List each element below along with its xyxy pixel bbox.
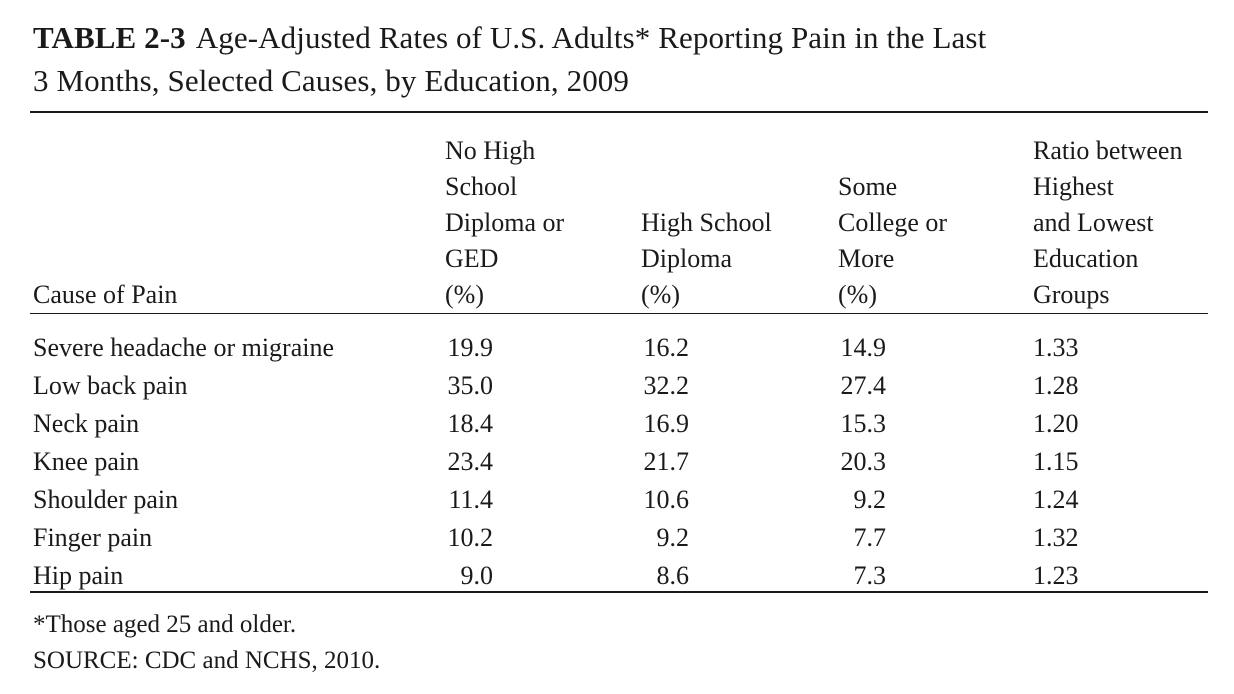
- cell-cause: Finger pain: [33, 523, 153, 552]
- cell-cause: Low back pain: [33, 371, 188, 400]
- cell-cause: Shoulder pain: [33, 485, 179, 514]
- cell-some-college: 14.9: [840, 333, 887, 362]
- header-rule: [30, 313, 1208, 314]
- cell-some-college: 7.3: [853, 561, 887, 590]
- header-cause: Cause of Pain: [33, 280, 178, 309]
- top-rule: [30, 111, 1208, 113]
- cell-no-high-school: 9.0: [460, 561, 494, 590]
- table-number: TABLE 2-3: [33, 20, 186, 55]
- cell-some-college: 20.3: [840, 447, 887, 476]
- table-row: Finger pain 10.2 9.2 7.7 1.32: [33, 519, 1208, 557]
- cell-ratio: 1.28: [1033, 371, 1079, 400]
- header-row: Cause of Pain No High School Diploma or …: [33, 112, 1208, 323]
- table-row: Hip pain 9.0 8.6 7.3 1.23: [33, 557, 1208, 595]
- cell-some-college: 27.4: [840, 371, 887, 400]
- table-caption: TABLE 2-3 Age-Adjusted Rates of U.S. Adul…: [33, 16, 1213, 102]
- table-row: Knee pain 23.4 21.7 20.3 1.15: [33, 443, 1208, 481]
- cell-cause: Hip pain: [33, 561, 124, 590]
- cell-no-high-school: 23.4: [447, 447, 494, 476]
- cell-high-school: 32.2: [643, 371, 690, 400]
- cell-ratio: 1.24: [1033, 485, 1079, 514]
- cell-ratio: 1.15: [1033, 447, 1079, 476]
- bottom-rule: [30, 591, 1208, 593]
- cell-ratio: 1.33: [1033, 333, 1079, 362]
- cell-some-college: 15.3: [840, 409, 887, 438]
- cell-high-school: 8.6: [656, 561, 690, 590]
- table-row: Shoulder pain 11.4 10.6 9.2 1.24: [33, 481, 1208, 519]
- table-row: Severe headache or migraine 19.9 16.2 14…: [33, 323, 1208, 367]
- cell-cause: Neck pain: [33, 409, 140, 438]
- cell-no-high-school: 19.9: [447, 333, 494, 362]
- header-some-college: Some College or More (%): [838, 172, 948, 309]
- table-notes: *Those aged 25 and older. SOURCE: CDC an…: [33, 607, 380, 679]
- cell-no-high-school: 11.4: [448, 485, 493, 514]
- cell-high-school: 9.2: [656, 523, 690, 552]
- cell-cause: Knee pain: [33, 447, 140, 476]
- cell-high-school: 16.9: [643, 409, 690, 438]
- cell-no-high-school: 10.2: [447, 523, 494, 552]
- cell-high-school: 16.2: [643, 333, 690, 362]
- cell-high-school: 21.7: [643, 447, 690, 476]
- header-ratio: Ratio between Highest and Lowest Educati…: [1033, 136, 1183, 309]
- table-title-line-1: Age-Adjusted Rates of U.S. Adults* Repor…: [195, 20, 987, 55]
- cell-some-college: 9.2: [853, 485, 887, 514]
- footnote: *Those aged 25 and older.: [33, 611, 297, 638]
- header-high-school: High School Diploma (%): [641, 208, 772, 309]
- cell-cause: Severe headache or migraine: [33, 333, 335, 362]
- cell-some-college: 7.7: [853, 523, 887, 552]
- source-note: SOURCE: CDC and NCHS, 2010.: [33, 647, 381, 674]
- table-row: Low back pain 35.0 32.2 27.4 1.28: [33, 367, 1208, 405]
- cell-ratio: 1.32: [1033, 523, 1079, 552]
- cell-ratio: 1.20: [1033, 409, 1079, 438]
- header-no-high-school: No High School Diploma or GED (%): [445, 136, 565, 309]
- cell-ratio: 1.23: [1033, 561, 1079, 590]
- pain-rates-table: Cause of Pain No High School Diploma or …: [33, 112, 1208, 595]
- table-row: Neck pain 18.4 16.9 15.3 1.20: [33, 405, 1208, 443]
- table-title-line-2: 3 Months, Selected Causes, by Education,…: [33, 63, 629, 98]
- cell-no-high-school: 18.4: [447, 409, 494, 438]
- cell-high-school: 10.6: [643, 485, 690, 514]
- cell-no-high-school: 35.0: [447, 371, 494, 400]
